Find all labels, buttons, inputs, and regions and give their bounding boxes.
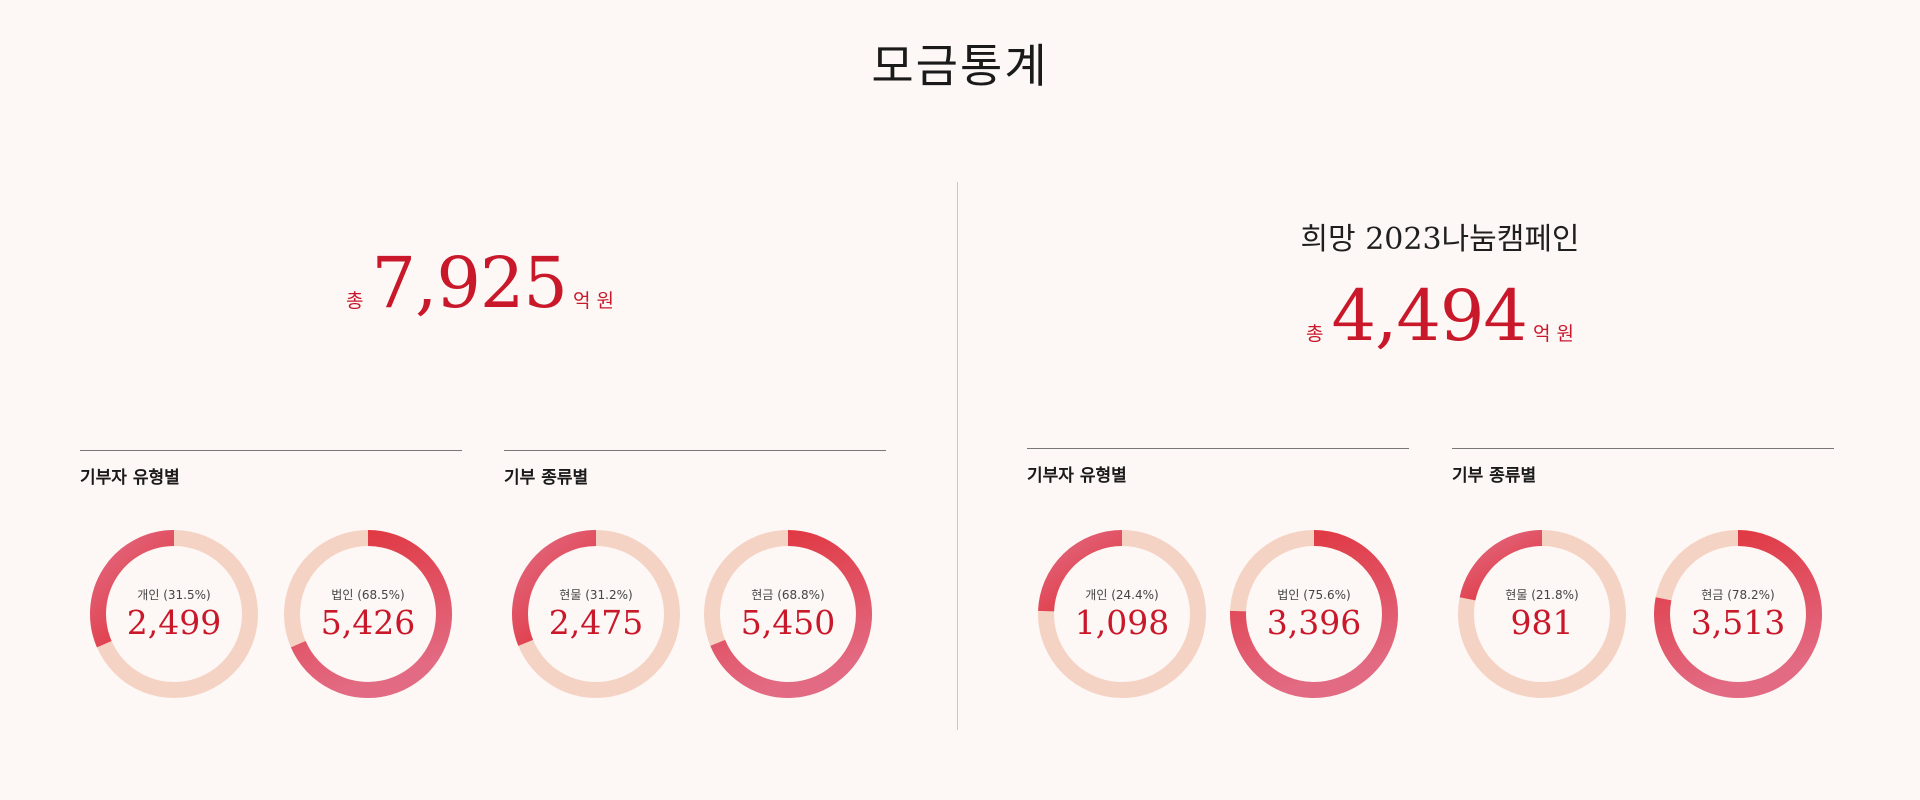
donut-value: 5,426: [320, 603, 416, 643]
donut-svg: [512, 530, 680, 698]
total-prefix: 총: [346, 290, 364, 312]
group-label: 기부자 유형별: [1027, 466, 1127, 486]
donut-chart-individual: 개인 (24.4%) 1,098: [1036, 528, 1208, 700]
donut-arc: [512, 530, 597, 646]
donut-chart-corporate: 법인 (68.5%) 5,426: [282, 528, 454, 700]
donor-type-group: 기부자 유형별: [1027, 448, 1409, 486]
donut-arc: [1230, 530, 1398, 698]
total-unit: 억 원: [572, 290, 614, 312]
group-label: 기부 종류별: [1452, 466, 1537, 486]
campaign-total-amount: 총 4,494 억 원: [960, 281, 1920, 351]
donut-caption: 개인 (24.4%): [1085, 588, 1159, 603]
donut-arc: [1459, 530, 1543, 601]
total-amount: 총 7,925 억 원: [0, 248, 960, 318]
donut-value: 1,098: [1074, 603, 1170, 643]
donut-svg: [1458, 530, 1626, 698]
donut-value: 5,450: [740, 603, 836, 643]
donut-caption: 현물 (31.2%): [559, 588, 633, 603]
donut-arc: [90, 530, 175, 648]
donut-caption: 법인 (75.6%): [1277, 588, 1351, 603]
donut-chart-in-kind: 현물 (21.8%) 981: [1456, 528, 1628, 700]
group-label: 기부자 유형별: [80, 468, 180, 488]
group-divider: [1027, 448, 1409, 449]
donut-chart-individual: 개인 (31.5%) 2,499: [88, 528, 260, 700]
total-prefix: 총: [1306, 323, 1324, 345]
donut-arc: [1038, 530, 1123, 612]
donut-value: 981: [1510, 603, 1574, 643]
total-statistics-panel: 총 7,925 억 원 기부자 유형별 기부 종류별 개인 (31.5%) 2,…: [0, 248, 960, 700]
group-divider: [1452, 448, 1834, 449]
group-label: 기부 종류별: [504, 468, 589, 488]
group-divider: [80, 450, 462, 451]
donut-value: 3,396: [1266, 603, 1362, 643]
donut-value: 2,499: [126, 603, 222, 643]
donut-caption: 현금 (78.2%): [1701, 588, 1775, 603]
page-title: 모금통계: [871, 39, 1049, 93]
donut-chart-cash: 현금 (78.2%) 3,513: [1652, 528, 1824, 700]
campaign-statistics-panel: 희망 2023나눔캠페인 총 4,494 억 원 기부자 유형별 기부 종류별 …: [960, 0, 1920, 800]
donation-kind-group: 기부 종류별: [504, 450, 886, 488]
donut-caption: 현물 (21.8%): [1505, 588, 1579, 603]
donut-svg: [284, 530, 452, 698]
vertical-divider: [957, 182, 958, 730]
donut-chart-corporate: 법인 (75.6%) 3,396: [1228, 528, 1400, 700]
group-divider: [504, 450, 886, 451]
donut-value: 3,513: [1690, 603, 1786, 643]
donut-arc: [1654, 530, 1822, 698]
donut-arc: [710, 530, 872, 698]
donor-type-group: 기부자 유형별: [80, 450, 462, 488]
donut-arc: [290, 530, 452, 698]
donut-caption: 현금 (68.8%): [751, 588, 825, 603]
donut-svg: [1654, 530, 1822, 698]
donut-svg: [1038, 530, 1206, 698]
donut-chart-cash: 현금 (68.8%) 5,450: [702, 528, 874, 700]
donut-caption: 법인 (68.5%): [331, 588, 405, 603]
total-value: 4,494: [1331, 275, 1528, 357]
donut-chart-in-kind: 현물 (31.2%) 2,475: [510, 528, 682, 700]
donut-caption: 개인 (31.5%): [137, 588, 211, 603]
donut-svg: [90, 530, 258, 698]
campaign-title: 희망 2023나눔캠페인: [1300, 222, 1580, 257]
donut-svg: [704, 530, 872, 698]
donation-kind-group: 기부 종류별: [1452, 448, 1834, 486]
total-unit: 억 원: [1532, 323, 1574, 345]
total-value: 7,925: [371, 242, 568, 324]
donut-svg: [1230, 530, 1398, 698]
donut-value: 2,475: [548, 603, 644, 643]
